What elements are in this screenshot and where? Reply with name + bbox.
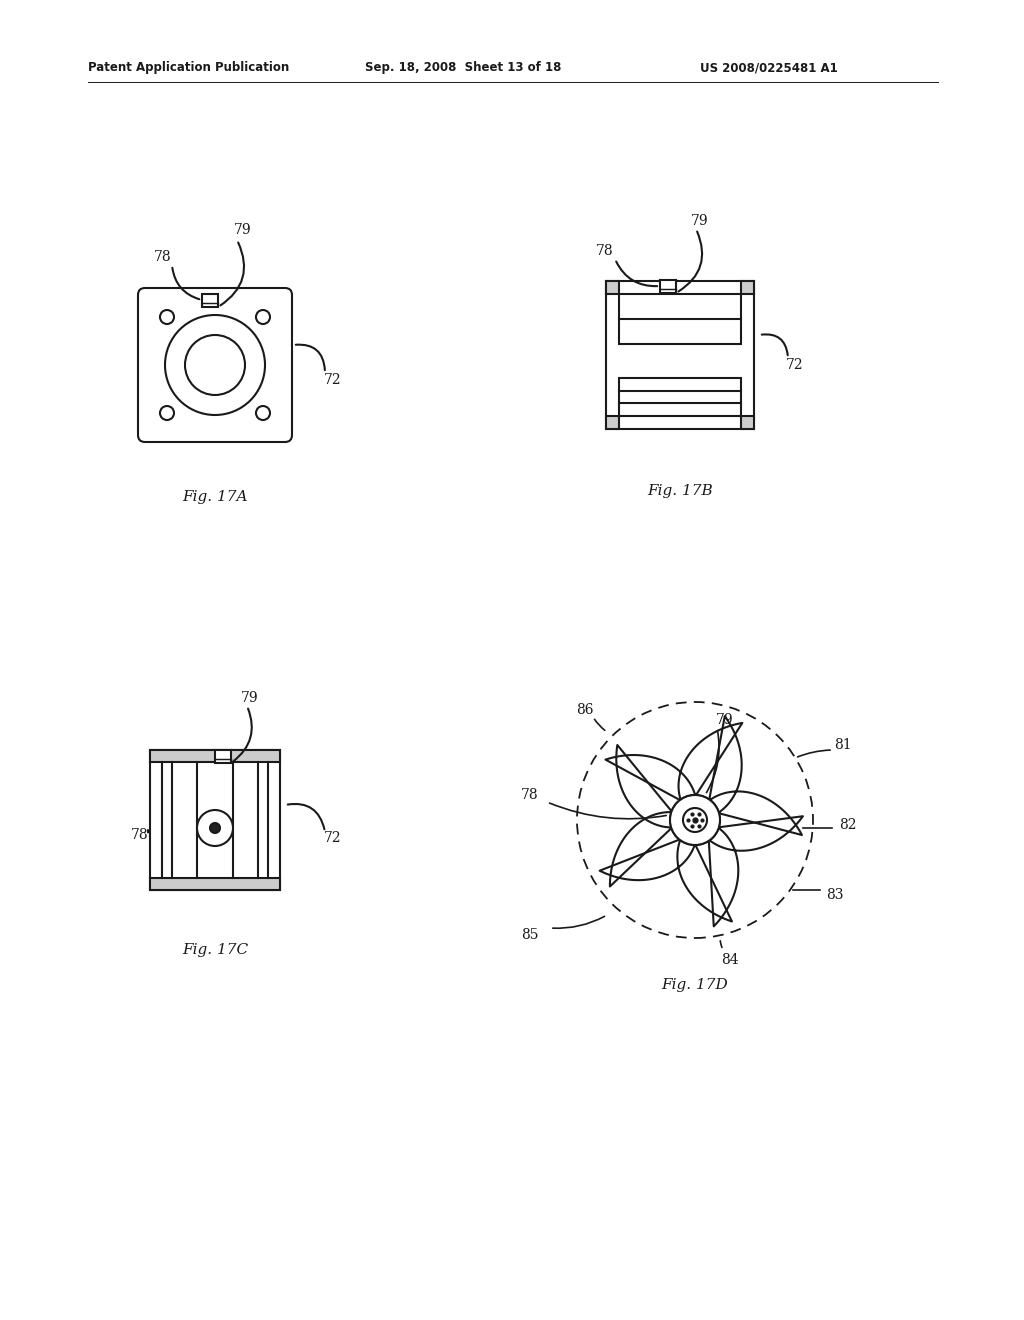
- Text: 79: 79: [242, 690, 259, 705]
- Polygon shape: [605, 723, 742, 801]
- Bar: [741, 281, 754, 294]
- FancyBboxPatch shape: [138, 288, 292, 442]
- Circle shape: [256, 310, 270, 323]
- Text: 79: 79: [234, 223, 252, 238]
- Circle shape: [185, 335, 245, 395]
- Bar: [606, 281, 754, 429]
- Text: 78: 78: [155, 249, 172, 264]
- Bar: [741, 416, 754, 429]
- Text: Fig. 17A: Fig. 17A: [182, 490, 248, 504]
- Text: 72: 72: [325, 832, 342, 845]
- Circle shape: [160, 310, 174, 323]
- Circle shape: [577, 702, 813, 939]
- Bar: [618, 378, 741, 416]
- Polygon shape: [709, 717, 802, 836]
- Circle shape: [683, 808, 707, 832]
- Text: Sep. 18, 2008  Sheet 13 of 18: Sep. 18, 2008 Sheet 13 of 18: [365, 62, 561, 74]
- Circle shape: [210, 822, 220, 833]
- Circle shape: [670, 795, 720, 845]
- Polygon shape: [600, 840, 732, 921]
- Text: 81: 81: [835, 738, 852, 752]
- Text: 78: 78: [596, 244, 613, 257]
- Circle shape: [197, 810, 233, 846]
- Text: Fig. 17B: Fig. 17B: [647, 484, 713, 498]
- Text: 78: 78: [521, 788, 539, 803]
- Text: US 2008/0225481 A1: US 2008/0225481 A1: [700, 62, 838, 74]
- Circle shape: [165, 315, 265, 414]
- Text: 78: 78: [131, 828, 148, 842]
- Text: 84: 84: [721, 953, 738, 968]
- Circle shape: [670, 795, 720, 845]
- Text: 83: 83: [826, 888, 844, 902]
- Text: Fig. 17C: Fig. 17C: [182, 942, 248, 957]
- Text: 86: 86: [577, 704, 594, 717]
- Circle shape: [256, 407, 270, 420]
- Polygon shape: [610, 744, 673, 887]
- Text: 72: 72: [786, 358, 804, 372]
- Bar: [150, 750, 280, 762]
- Circle shape: [683, 808, 707, 832]
- Text: 79: 79: [691, 214, 709, 228]
- Bar: [150, 878, 280, 890]
- Bar: [606, 416, 618, 429]
- Text: 82: 82: [840, 818, 857, 832]
- Text: 72: 72: [325, 374, 342, 387]
- Bar: [618, 294, 741, 345]
- Bar: [660, 280, 676, 293]
- Text: Fig. 17D: Fig. 17D: [662, 978, 728, 993]
- Bar: [202, 294, 218, 308]
- Text: 85: 85: [521, 928, 539, 942]
- Text: Patent Application Publication: Patent Application Publication: [88, 62, 289, 74]
- Bar: [606, 281, 618, 294]
- Bar: [150, 750, 280, 890]
- Text: 79: 79: [716, 713, 734, 727]
- Circle shape: [160, 407, 174, 420]
- Bar: [215, 750, 231, 763]
- Polygon shape: [709, 816, 803, 927]
